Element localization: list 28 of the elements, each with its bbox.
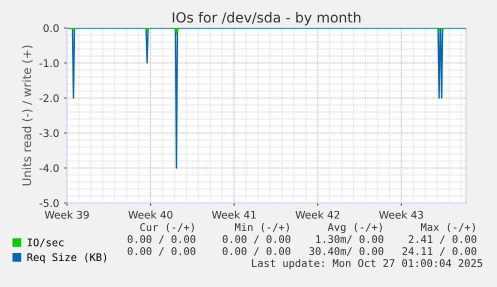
y-tick-label: -2.0 — [40, 94, 59, 102]
text: 0.00 / 0.00 — [222, 235, 290, 244]
text: 0.00 / 0.00 — [128, 235, 196, 244]
y-tick-label: 0.0 — [43, 24, 59, 32]
legend-label: IO/sec — [28, 238, 64, 248]
legend-label: Req Size (KB) — [27, 253, 106, 264]
y-tick-label: -5.0 — [40, 199, 59, 208]
text: Max (-/+) — [420, 223, 475, 232]
y-tick-label: -1.0 — [40, 59, 59, 68]
x-tick-label: Week 40 — [128, 210, 172, 219]
text: Min (-/+) — [234, 222, 289, 232]
y-axis-title: Units read (-) / write (+) — [22, 46, 33, 186]
text: Avg (-/+) — [328, 222, 382, 234]
text: 24.11 / 0.00 — [402, 247, 476, 256]
x-tick-label: Week 42 — [296, 210, 340, 219]
text: Last update: Mon Oct 27 01:00:04 2025 — [252, 258, 482, 270]
text: 0.00 / 0.00 — [128, 247, 196, 256]
chart-title: IOs for /dev/sda - by month — [172, 12, 360, 26]
text: 30.40m/ 0.00 — [309, 247, 384, 256]
x-tick-label: Week 39 — [44, 210, 89, 219]
x-tick-label: Week 41 — [212, 210, 256, 219]
text: 1.30m/ 0.00 — [316, 235, 384, 244]
text: Cur (-/+) — [140, 223, 194, 232]
text: 0.00 / 0.00 — [222, 247, 290, 256]
y-tick-label: -3.0 — [40, 129, 59, 138]
text: 2.41 / 0.00 — [408, 235, 476, 244]
y-tick-label: -4.0 — [40, 164, 59, 172]
x-tick-label: Week 43 — [379, 210, 424, 219]
